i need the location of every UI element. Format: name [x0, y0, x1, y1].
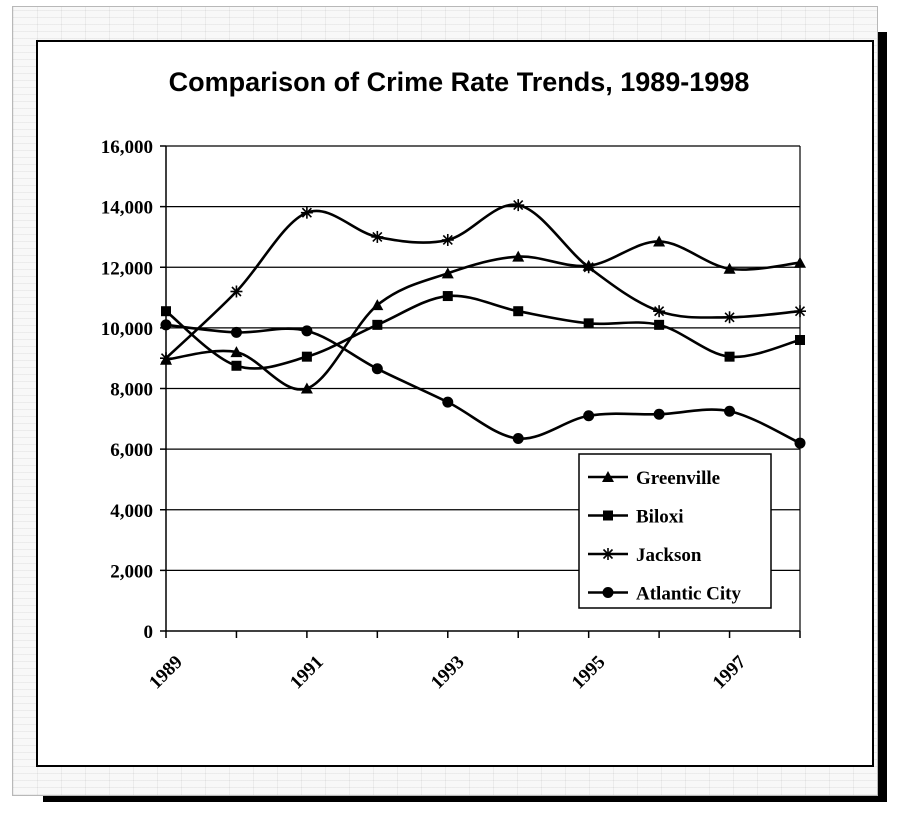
x-tick-label: 1991: [286, 652, 328, 694]
data-point-greenville: [371, 299, 384, 311]
data-point-jackson: [723, 311, 736, 324]
series-line-greenville: [165, 240, 801, 391]
x-tick-label: 1995: [568, 652, 610, 694]
data-point-jackson: [300, 206, 313, 219]
y-tick-label: 10,000: [101, 319, 153, 340]
x-tick-label: 1993: [427, 652, 469, 694]
data-point-greenville: [653, 235, 666, 247]
series-line-biloxi: [165, 294, 801, 370]
y-tick-label: 8,000: [110, 380, 153, 401]
y-tick-label: 12,000: [101, 258, 153, 279]
x-tick-label: 1997: [709, 651, 751, 693]
data-point-atlantic-city: [371, 363, 383, 375]
legend-label-atlantic-city: Atlantic City: [636, 584, 742, 605]
data-point-greenville: [794, 256, 806, 268]
chart-title: Comparison of Crime Rate Trends, 1989-19…: [169, 67, 750, 97]
series-line-jackson: [165, 203, 801, 360]
data-point-jackson: [230, 285, 243, 298]
data-point-biloxi: [301, 351, 312, 362]
data-point-atlantic-city: [230, 326, 242, 338]
legend-label-jackson: Jackson: [636, 545, 702, 566]
y-tick-label: 14,000: [101, 198, 153, 219]
y-tick-label: 4,000: [110, 501, 153, 522]
chart-frame: Comparison of Crime Rate Trends, 1989-19…: [36, 40, 874, 767]
series-layer: [160, 199, 806, 449]
y-tick-label: 6,000: [110, 440, 153, 461]
data-point-biloxi: [372, 319, 383, 330]
y-tick-label: 0: [144, 622, 154, 643]
data-point-biloxi: [231, 360, 242, 371]
chart: Comparison of Crime Rate Trends, 1989-19…: [101, 67, 806, 694]
legend-marker-biloxi: [603, 510, 613, 521]
data-point-greenville: [230, 346, 243, 358]
data-point-jackson: [512, 199, 525, 212]
legend-label-biloxi: Biloxi: [636, 507, 684, 528]
data-point-biloxi: [442, 291, 453, 302]
data-point-atlantic-city: [442, 396, 454, 408]
data-point-atlantic-city: [160, 319, 172, 331]
data-point-greenville: [300, 382, 313, 394]
data-point-biloxi: [583, 318, 594, 329]
data-point-greenville: [723, 262, 736, 274]
data-point-atlantic-city: [583, 410, 595, 422]
legend-marker-atlantic-city: [602, 587, 614, 598]
data-point-biloxi: [724, 351, 735, 362]
x-tick-label: 1989: [145, 652, 187, 694]
data-point-jackson: [371, 230, 384, 243]
data-point-jackson: [160, 352, 172, 365]
data-point-biloxi: [654, 319, 665, 330]
data-point-greenville: [441, 267, 454, 279]
data-point-biloxi: [513, 306, 524, 317]
data-point-biloxi: [161, 306, 171, 317]
data-point-atlantic-city: [512, 433, 524, 445]
data-point-atlantic-city: [653, 408, 665, 420]
data-point-atlantic-city: [724, 405, 736, 417]
data-point-atlantic-city: [301, 325, 313, 337]
data-point-jackson: [582, 261, 595, 274]
data-point-jackson: [794, 305, 806, 318]
legend-marker-greenville: [602, 471, 614, 482]
legend-label-greenville: Greenville: [636, 468, 720, 489]
series-line-atlantic-city: [165, 323, 801, 445]
legend-marker-jackson: [602, 548, 614, 560]
data-point-biloxi: [795, 335, 805, 345]
y-tick-label: 16,000: [101, 137, 153, 158]
data-point-atlantic-city: [794, 437, 806, 449]
legend: Greenville Biloxi Jackson Atlantic City: [578, 453, 772, 609]
data-point-jackson: [441, 233, 454, 246]
data-point-jackson: [653, 305, 666, 318]
axes: 0 2,000 4,000 6,000 8,000 10,000 12,000 14,000 1…: [101, 137, 801, 694]
y-tick-label: 2,000: [110, 561, 153, 582]
data-point-greenville: [512, 250, 525, 262]
